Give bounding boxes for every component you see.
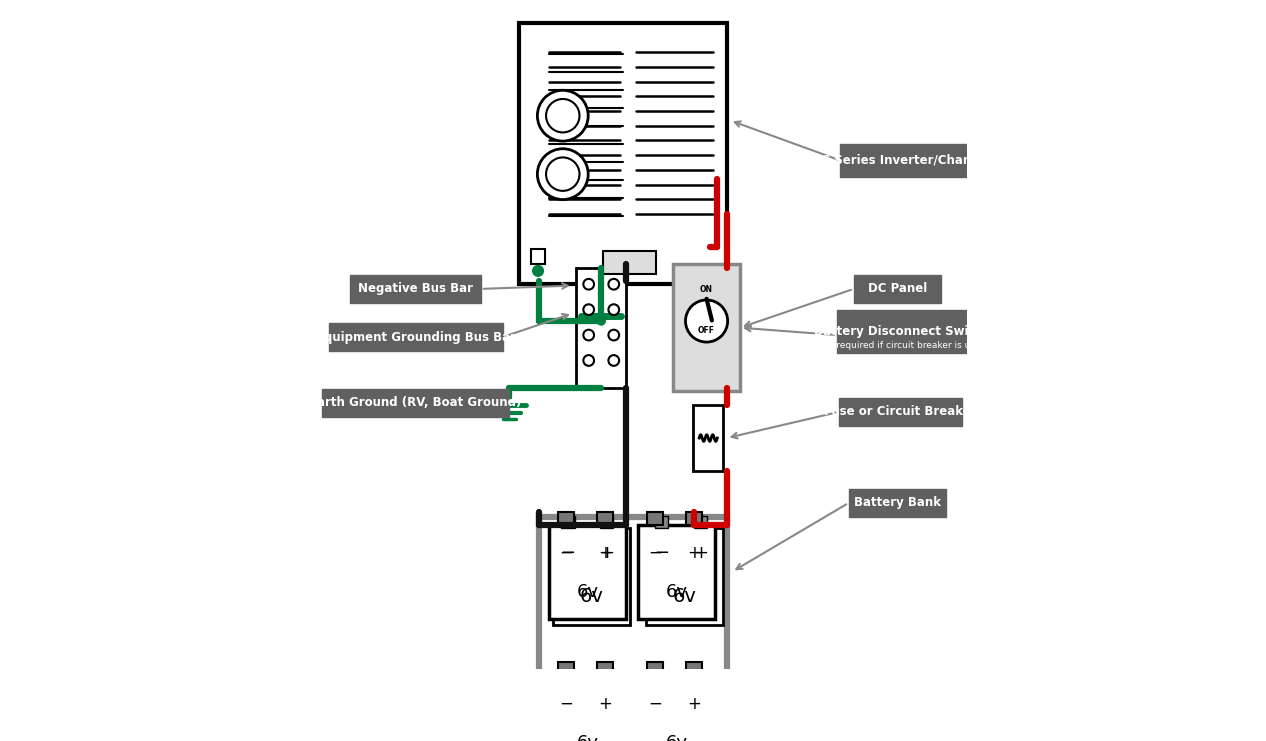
FancyBboxPatch shape (694, 405, 723, 471)
Text: −: − (560, 544, 573, 562)
Text: 6v: 6v (666, 734, 687, 741)
Circle shape (609, 330, 619, 340)
Text: Equipment Grounding Bus Bar: Equipment Grounding Bus Bar (315, 330, 515, 344)
FancyBboxPatch shape (329, 323, 503, 351)
Circle shape (609, 355, 619, 366)
Text: 6v: 6v (577, 583, 599, 602)
Text: −: − (561, 544, 576, 562)
FancyBboxPatch shape (530, 250, 546, 265)
Circle shape (609, 305, 619, 315)
FancyBboxPatch shape (596, 662, 613, 676)
FancyBboxPatch shape (647, 511, 663, 525)
Circle shape (584, 355, 594, 366)
FancyBboxPatch shape (603, 250, 656, 274)
FancyBboxPatch shape (322, 388, 509, 416)
FancyBboxPatch shape (837, 310, 967, 353)
FancyBboxPatch shape (638, 676, 715, 741)
Text: ON: ON (700, 285, 713, 293)
FancyBboxPatch shape (549, 525, 627, 619)
FancyBboxPatch shape (674, 265, 741, 391)
Text: +: + (598, 544, 611, 562)
Text: Earth Ground (RV, Boat Ground): Earth Ground (RV, Boat Ground) (309, 396, 522, 409)
Circle shape (533, 265, 543, 276)
FancyBboxPatch shape (558, 662, 575, 676)
FancyBboxPatch shape (647, 662, 663, 676)
Text: −: − (560, 694, 573, 713)
Circle shape (546, 99, 580, 133)
FancyBboxPatch shape (838, 398, 962, 426)
FancyBboxPatch shape (553, 528, 629, 625)
FancyBboxPatch shape (561, 516, 575, 528)
FancyBboxPatch shape (655, 516, 668, 528)
FancyBboxPatch shape (558, 511, 575, 525)
Text: −: − (648, 694, 662, 713)
FancyBboxPatch shape (841, 144, 967, 176)
Text: +: + (599, 544, 614, 562)
Text: Negative Bus Bar: Negative Bus Bar (358, 282, 473, 296)
FancyBboxPatch shape (600, 516, 613, 528)
Circle shape (537, 90, 589, 141)
FancyBboxPatch shape (351, 275, 481, 303)
Text: IC Series Inverter/Charger: IC Series Inverter/Charger (817, 154, 991, 167)
Text: DC Panel: DC Panel (867, 282, 927, 296)
Circle shape (685, 300, 728, 342)
Text: −: − (655, 544, 670, 562)
Text: Battery Disconnect Switch: Battery Disconnect Switch (814, 325, 990, 338)
Circle shape (584, 305, 594, 315)
Text: OFF: OFF (698, 325, 715, 335)
Text: Fuse or Circuit Breaker: Fuse or Circuit Breaker (824, 405, 977, 419)
Circle shape (584, 279, 594, 290)
Circle shape (537, 149, 589, 199)
FancyBboxPatch shape (686, 662, 701, 676)
FancyBboxPatch shape (848, 489, 946, 517)
FancyBboxPatch shape (576, 268, 627, 388)
FancyBboxPatch shape (638, 525, 715, 619)
Text: (not required if circuit breaker is used): (not required if circuit breaker is used… (815, 341, 990, 350)
Text: +: + (598, 694, 611, 713)
Text: +: + (686, 544, 700, 562)
FancyBboxPatch shape (694, 516, 706, 528)
FancyBboxPatch shape (647, 528, 723, 625)
Circle shape (584, 330, 594, 340)
Text: +: + (686, 694, 700, 713)
Circle shape (546, 157, 580, 191)
Circle shape (598, 317, 605, 325)
Text: −: − (648, 544, 662, 562)
FancyBboxPatch shape (549, 676, 627, 741)
FancyBboxPatch shape (686, 511, 701, 525)
FancyBboxPatch shape (853, 275, 941, 303)
Text: Battery Bank: Battery Bank (853, 496, 941, 509)
Text: 6v: 6v (580, 587, 603, 605)
Text: 6v: 6v (577, 734, 599, 741)
FancyBboxPatch shape (519, 24, 727, 285)
Circle shape (609, 279, 619, 290)
Text: +: + (693, 544, 708, 562)
FancyBboxPatch shape (596, 511, 613, 525)
Text: 6v: 6v (674, 587, 696, 605)
Text: 6v: 6v (666, 583, 687, 602)
